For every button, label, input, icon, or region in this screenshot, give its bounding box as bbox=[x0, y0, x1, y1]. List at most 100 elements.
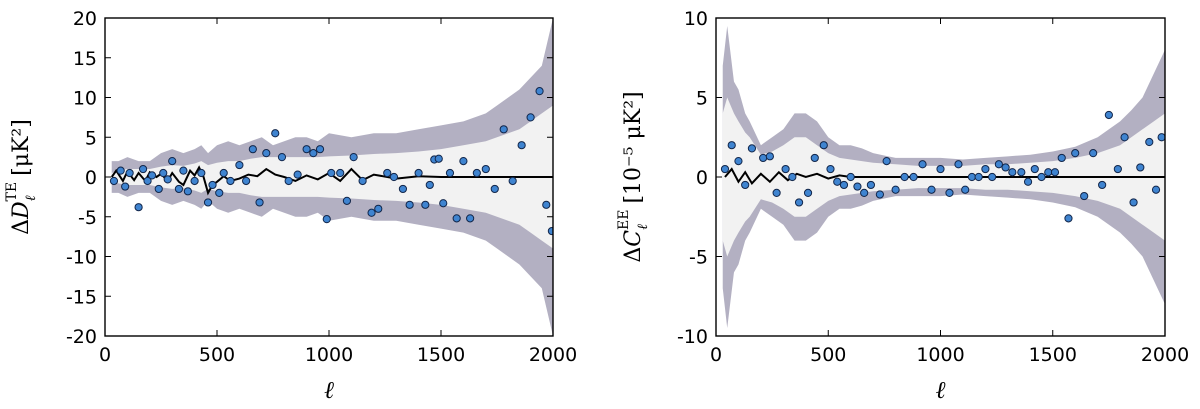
data-point bbox=[1098, 180, 1107, 190]
data-point bbox=[860, 188, 869, 197]
x-tick-label: 0 bbox=[710, 344, 722, 366]
data-point bbox=[1050, 168, 1060, 177]
data-point bbox=[535, 87, 544, 96]
data-point bbox=[445, 168, 455, 178]
data-point bbox=[547, 226, 553, 236]
data-point bbox=[1064, 214, 1073, 223]
data-point bbox=[1080, 191, 1089, 201]
data-point bbox=[1023, 177, 1033, 186]
data-point bbox=[277, 153, 287, 162]
data-point bbox=[163, 175, 172, 184]
data-point bbox=[945, 188, 954, 197]
data-point bbox=[499, 125, 508, 134]
data-point bbox=[459, 157, 468, 166]
data-point bbox=[405, 200, 414, 209]
data-point bbox=[747, 144, 757, 153]
data-point bbox=[235, 160, 244, 170]
data-point bbox=[1089, 149, 1098, 158]
data-point bbox=[1037, 172, 1046, 182]
y-tick-label: 5 bbox=[85, 127, 97, 149]
data-point bbox=[819, 141, 828, 150]
data-point bbox=[389, 172, 399, 182]
data-point bbox=[466, 214, 475, 223]
data-point bbox=[439, 199, 448, 208]
data-point bbox=[383, 168, 392, 178]
data-point bbox=[421, 200, 430, 209]
data-point bbox=[168, 157, 177, 166]
data-point bbox=[174, 184, 184, 194]
data-point bbox=[981, 164, 990, 174]
data-point bbox=[226, 176, 235, 186]
data-point bbox=[134, 203, 143, 212]
chart-panel-1: 0 500 1000 1500 2000-20-15-10-505101520ℓΔDℓT… bbox=[4, 8, 577, 404]
data-point bbox=[215, 188, 224, 197]
x-tick-label: 1000 bbox=[916, 344, 964, 366]
y-label-symbol: C bbox=[621, 230, 646, 247]
data-point bbox=[342, 196, 352, 205]
data-point bbox=[374, 204, 383, 213]
data-point bbox=[853, 182, 862, 191]
data-point bbox=[1145, 137, 1154, 147]
data-point bbox=[143, 176, 152, 186]
y-tick-label: -10 bbox=[66, 247, 97, 269]
data-point bbox=[961, 185, 970, 194]
data-point bbox=[315, 145, 325, 154]
y-label-sub: ℓ bbox=[635, 224, 651, 230]
data-point bbox=[788, 172, 797, 182]
data-point bbox=[302, 145, 311, 154]
data-point bbox=[846, 172, 855, 182]
data-point bbox=[891, 185, 900, 194]
data-point bbox=[810, 153, 819, 163]
data-point bbox=[741, 180, 750, 190]
x-tick-label: 2000 bbox=[529, 344, 577, 366]
data-point bbox=[1030, 164, 1039, 174]
data-point bbox=[262, 149, 271, 158]
data-point bbox=[909, 172, 918, 182]
data-point bbox=[293, 170, 302, 179]
data-point bbox=[414, 168, 423, 178]
data-point bbox=[219, 168, 228, 178]
data-point bbox=[1104, 110, 1113, 120]
data-point bbox=[517, 141, 526, 150]
data-point bbox=[936, 164, 945, 174]
data-point bbox=[179, 166, 188, 175]
data-point bbox=[481, 164, 490, 174]
data-point bbox=[954, 160, 963, 169]
data-point bbox=[154, 184, 163, 194]
x-tick-label: 0 bbox=[99, 344, 111, 366]
x-tick-label: 500 bbox=[810, 344, 846, 366]
data-point bbox=[508, 176, 517, 186]
data-point bbox=[803, 188, 813, 197]
data-point bbox=[109, 176, 119, 186]
data-point bbox=[765, 152, 774, 161]
data-point bbox=[490, 184, 499, 194]
data-point bbox=[1001, 163, 1010, 172]
data-point bbox=[994, 160, 1003, 169]
y-tick-label: 20 bbox=[73, 8, 97, 30]
residual-model-line bbox=[724, 167, 1165, 186]
data-point bbox=[349, 153, 358, 162]
data-point bbox=[900, 172, 909, 182]
data-point bbox=[967, 172, 977, 182]
x-axis-label: ℓ bbox=[324, 376, 334, 404]
data-point bbox=[190, 176, 199, 186]
x-tick-label: 1000 bbox=[305, 344, 353, 366]
data-point bbox=[1113, 164, 1122, 174]
y-tick-label: 15 bbox=[73, 48, 97, 70]
data-point bbox=[727, 141, 736, 150]
data-point bbox=[242, 176, 251, 186]
data-point bbox=[988, 172, 997, 182]
y-tick-label: -20 bbox=[66, 326, 97, 348]
data-point bbox=[367, 208, 376, 217]
data-point bbox=[121, 182, 130, 191]
data-point bbox=[472, 168, 481, 178]
data-point bbox=[284, 176, 293, 186]
data-point bbox=[336, 168, 345, 178]
data-point bbox=[138, 164, 148, 174]
data-point bbox=[1136, 163, 1145, 172]
data-point bbox=[434, 154, 443, 163]
inner-error-band bbox=[111, 105, 553, 249]
data-point bbox=[197, 168, 206, 178]
